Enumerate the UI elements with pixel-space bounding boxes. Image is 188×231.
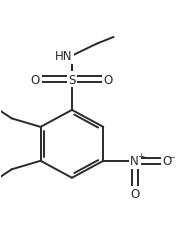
Text: −: − <box>168 152 175 161</box>
Text: O: O <box>130 188 139 201</box>
Text: O: O <box>104 73 113 86</box>
Text: +: + <box>137 151 144 160</box>
Text: S: S <box>68 73 76 86</box>
Text: O: O <box>31 73 40 86</box>
Text: O: O <box>162 155 172 167</box>
Text: HN: HN <box>55 50 72 63</box>
Text: N: N <box>130 155 139 167</box>
